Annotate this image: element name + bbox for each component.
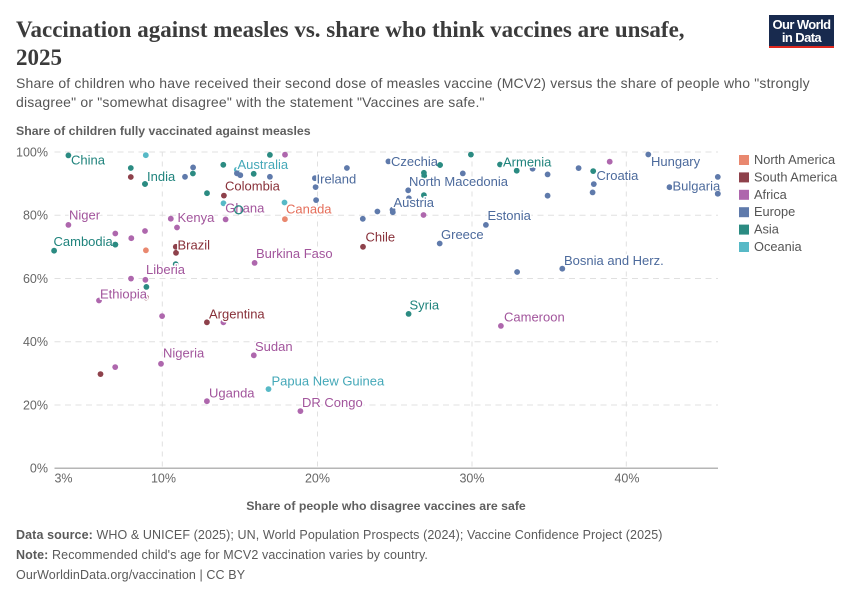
svg-text:Brazil: Brazil: [178, 237, 211, 252]
svg-text:Bulgaria: Bulgaria: [673, 179, 721, 194]
svg-text:30%: 30%: [459, 472, 484, 486]
svg-text:40%: 40%: [614, 472, 639, 486]
svg-text:Australia: Australia: [238, 157, 289, 172]
svg-text:China: China: [71, 153, 106, 168]
svg-text:Austria: Austria: [394, 195, 435, 210]
svg-text:40%: 40%: [23, 335, 48, 349]
svg-text:Asia: Asia: [754, 222, 780, 237]
svg-text:Armenia: Armenia: [503, 155, 552, 170]
svg-text:Share of people who disagree v: Share of people who disagree vaccines ar…: [246, 499, 526, 513]
svg-text:Ghana: Ghana: [225, 201, 265, 216]
svg-text:Argentina: Argentina: [209, 307, 265, 322]
svg-text:3%: 3%: [54, 472, 72, 486]
svg-text:Chile: Chile: [366, 230, 396, 245]
svg-text:0%: 0%: [30, 462, 48, 476]
svg-text:10%: 10%: [151, 472, 176, 486]
svg-text:Europe: Europe: [754, 204, 795, 219]
svg-text:Nigeria: Nigeria: [163, 346, 205, 361]
svg-text:Share of children fully vaccin: Share of children fully vaccinated again…: [16, 124, 311, 138]
svg-text:Kenya: Kenya: [178, 210, 216, 225]
svg-text:Africa: Africa: [754, 187, 788, 202]
svg-text:Cameroon: Cameroon: [504, 310, 565, 325]
svg-text:Czechia: Czechia: [391, 154, 439, 169]
svg-text:Ireland: Ireland: [317, 172, 357, 187]
svg-text:60%: 60%: [23, 272, 48, 286]
svg-text:Sudan: Sudan: [255, 339, 293, 354]
svg-text:Greece: Greece: [441, 227, 484, 242]
svg-text:Colombia: Colombia: [225, 179, 281, 194]
svg-text:Niger: Niger: [69, 208, 101, 223]
svg-text:80%: 80%: [23, 209, 48, 223]
svg-text:Cambodia: Cambodia: [54, 234, 114, 249]
svg-text:India: India: [147, 169, 176, 184]
svg-text:Croatia: Croatia: [597, 168, 640, 183]
svg-text:North America: North America: [754, 152, 836, 167]
svg-text:100%: 100%: [16, 145, 48, 159]
svg-text:Oceania: Oceania: [754, 239, 803, 254]
svg-text:North Macedonia: North Macedonia: [409, 174, 509, 189]
svg-text:Papua New Guinea: Papua New Guinea: [272, 374, 386, 389]
svg-text:Canada: Canada: [286, 202, 332, 217]
svg-text:Syria: Syria: [410, 298, 440, 313]
svg-text:Bosnia and Herz.: Bosnia and Herz.: [564, 253, 664, 268]
svg-text:Liberia: Liberia: [146, 262, 186, 277]
svg-text:South America: South America: [754, 169, 838, 184]
svg-text:Uganda: Uganda: [209, 386, 255, 401]
svg-text:DR Congo: DR Congo: [302, 395, 363, 410]
svg-text:Burkina Faso: Burkina Faso: [256, 246, 333, 261]
svg-text:Ethiopia: Ethiopia: [100, 287, 148, 302]
svg-text:Estonia: Estonia: [488, 208, 532, 223]
svg-text:Hungary: Hungary: [651, 154, 701, 169]
svg-text:20%: 20%: [305, 472, 330, 486]
svg-text:20%: 20%: [23, 398, 48, 412]
